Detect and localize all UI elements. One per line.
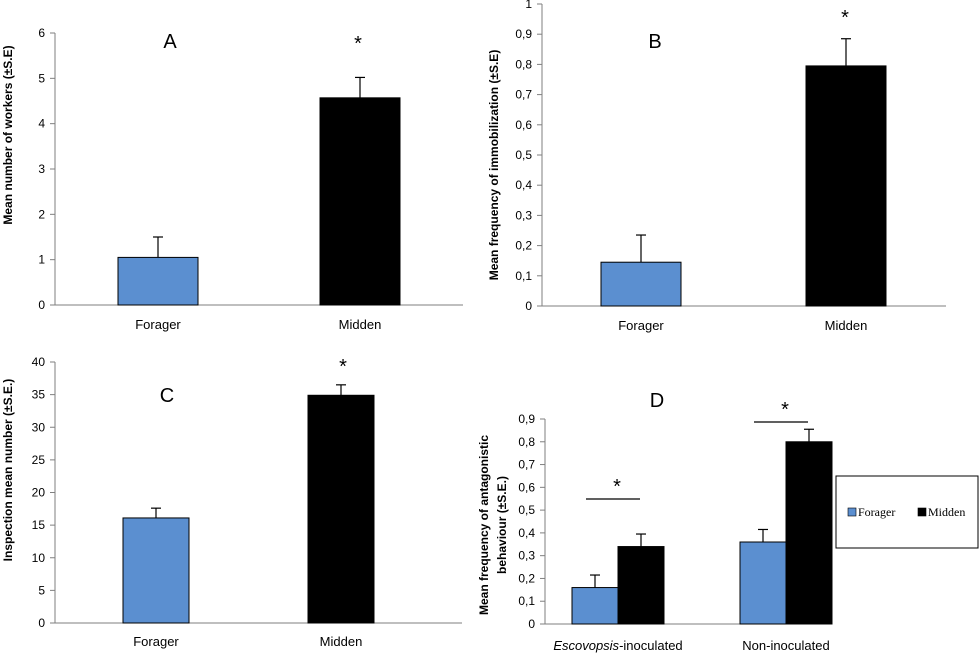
y-tick-label-b: 1 (525, 0, 532, 11)
y-tick-label-b: 0,2 (515, 239, 532, 253)
panel-label-d: D (650, 390, 664, 412)
bar-b-midden (805, 65, 887, 307)
y-tick-label-b: 0,9 (515, 27, 532, 41)
y-tick-label-c: 40 (32, 355, 46, 369)
y-tick-label-c: 20 (32, 486, 46, 500)
y-tick-label-a: 3 (38, 162, 45, 176)
y-tick-label-b: 0,6 (515, 118, 532, 132)
y-tick-label-d: 0,9 (518, 412, 535, 426)
y-tick-label-c: 0 (38, 616, 45, 630)
significance-star-c: * (339, 356, 347, 378)
x-tick-label-d: Escovopsis-inoculated (553, 638, 682, 653)
chart-panel-c: C Inspection mean number (±S.E.) 0 5 10 15 2… (1, 355, 462, 649)
panel-label-b: B (648, 31, 661, 53)
y-axis-title-d-line-1: Mean frequency of antagonistic (477, 435, 491, 615)
x-tick-label-d-plain-part: Non-inoculated (742, 638, 829, 653)
legend-label-midden: Midden (928, 505, 965, 519)
y-axis-title-d-line-2: behaviour (±S.E.) (495, 476, 509, 574)
y-tick-label-b: 0,7 (515, 88, 532, 102)
bar-d-midden-group-2 (785, 441, 833, 625)
x-tick-label-d-italic-part: Escovopsis (553, 638, 619, 653)
y-tick-label-c: 10 (32, 551, 46, 565)
chart-panel-d: D Mean frequency of antagonistic behavio… (477, 390, 979, 653)
x-tick-label-b: Midden (825, 318, 868, 333)
panel-label-c: C (160, 385, 174, 407)
y-tick-label-d: 0,5 (518, 503, 535, 517)
y-tick-label-a: 4 (38, 117, 45, 131)
bar-d-forager-group-2 (739, 541, 787, 625)
x-tick-label-a: Forager (135, 317, 181, 332)
y-tick-label-a: 5 (38, 71, 45, 85)
y-tick-label-b: 0,5 (515, 148, 532, 162)
x-tick-label-d-plain-part: -inoculated (619, 638, 683, 653)
chart-panel-b: B Mean frequency of immobilization (±S.E… (487, 0, 946, 333)
y-tick-label-b: 0,8 (515, 57, 532, 71)
y-tick-label-a: 1 (38, 253, 45, 267)
bar-d-forager-group-1 (571, 587, 619, 625)
y-tick-label-b: 0,3 (515, 208, 532, 222)
y-tick-label-c: 30 (32, 420, 46, 434)
y-axis-title-c: Inspection mean number (±S.E.) (1, 379, 15, 562)
legend-box-d (835, 475, 979, 549)
y-axis-title-b: Mean frequency of immobilization (±S.E) (487, 50, 501, 281)
y-tick-label-b: 0,1 (515, 269, 532, 283)
y-tick-label-c: 5 (38, 583, 45, 597)
significance-star-b: * (841, 7, 849, 29)
y-tick-label-c: 25 (32, 453, 46, 467)
legend-swatch-forager (847, 507, 857, 517)
y-tick-label-b: 0 (525, 299, 532, 313)
significance-star-d: * (613, 476, 621, 498)
legend-label-forager: Forager (858, 505, 895, 519)
y-tick-label-d: 0,3 (518, 549, 535, 563)
y-tick-label-d: 0,1 (518, 594, 535, 608)
bar-a-midden (319, 97, 401, 306)
y-tick-label-c: 15 (32, 518, 46, 532)
x-tick-label-a: Midden (339, 317, 382, 332)
y-tick-label-d: 0,8 (518, 435, 535, 449)
bar-c-midden (307, 394, 375, 624)
y-tick-label-b: 0,4 (515, 178, 532, 192)
significance-star-d: * (781, 399, 789, 421)
x-tick-label-c: Midden (320, 634, 363, 649)
bar-c-forager (122, 517, 190, 624)
y-tick-label-d: 0,4 (518, 526, 535, 540)
y-tick-label-a: 6 (38, 26, 45, 40)
y-tick-label-a: 0 (38, 298, 45, 312)
panel-label-a: A (163, 31, 177, 53)
y-tick-label-d: 0,7 (518, 458, 535, 472)
chart-panel-a: A Mean number of workers (±S.E) 0 1 2 3 4 5 6 F… (1, 26, 463, 332)
y-tick-label-d: 0,2 (518, 571, 535, 585)
y-axis-title-a: Mean number of workers (±S.E) (1, 45, 15, 224)
x-tick-label-b: Forager (618, 318, 664, 333)
y-tick-label-c: 35 (32, 388, 46, 402)
x-tick-label-d: Non-inoculated (742, 638, 829, 653)
legend-swatch-midden (917, 507, 927, 517)
x-tick-label-c: Forager (133, 634, 179, 649)
bar-a-forager (117, 256, 199, 306)
significance-star-a: * (354, 33, 362, 55)
y-tick-label-a: 2 (38, 207, 45, 221)
bar-b-forager (600, 261, 682, 307)
bar-d-midden-group-1 (617, 546, 665, 625)
y-tick-label-d: 0 (528, 617, 535, 631)
y-tick-label-d: 0,6 (518, 480, 535, 494)
